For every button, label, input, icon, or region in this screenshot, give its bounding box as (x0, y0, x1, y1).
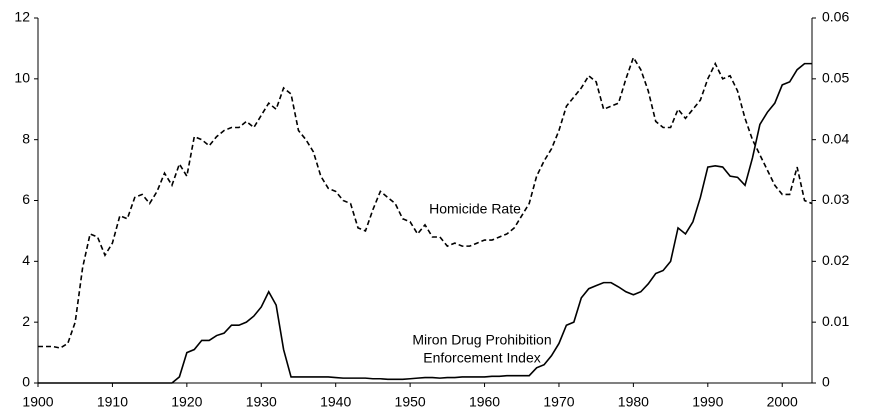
x-tick-label: 2000 (767, 394, 798, 410)
x-tick-label: 1970 (543, 394, 574, 410)
x-tick-label: 1930 (246, 394, 277, 410)
y2-tick-label: 0.02 (822, 252, 849, 268)
x-tick-label: 1960 (469, 394, 500, 410)
y-tick-label: 2 (22, 313, 30, 329)
x-tick-label: 1910 (97, 394, 128, 410)
y-tick-label: 4 (22, 252, 30, 268)
y-tick-label: 12 (14, 9, 30, 25)
y2-tick-label: 0.04 (822, 130, 849, 146)
annotation: Homicide Rate (429, 201, 521, 217)
x-tick-label: 1940 (320, 394, 351, 410)
x-tick-label: 1900 (22, 394, 53, 410)
series-line (38, 55, 813, 349)
y-tick-label: 10 (14, 70, 30, 86)
x-tick-label: 1980 (618, 394, 649, 410)
annotation: Miron Drug Prohibition (412, 332, 551, 348)
y-tick-label: 6 (22, 191, 30, 207)
series-line (38, 62, 812, 384)
y2-tick-label: 0.06 (822, 9, 849, 25)
y2-tick-label: 0.03 (822, 191, 849, 207)
y2-tick-label: 0.05 (822, 70, 849, 86)
x-tick-label: 1990 (692, 394, 723, 410)
y-tick-label: 8 (22, 130, 30, 146)
y-tick-label: 0 (22, 374, 30, 390)
x-tick-label: 1920 (171, 394, 202, 410)
x-tick-label: 1950 (395, 394, 426, 410)
annotation: Enforcement Index (423, 350, 541, 366)
y2-tick-label: 0.01 (822, 313, 849, 329)
y2-tick-label: 0 (822, 374, 830, 390)
